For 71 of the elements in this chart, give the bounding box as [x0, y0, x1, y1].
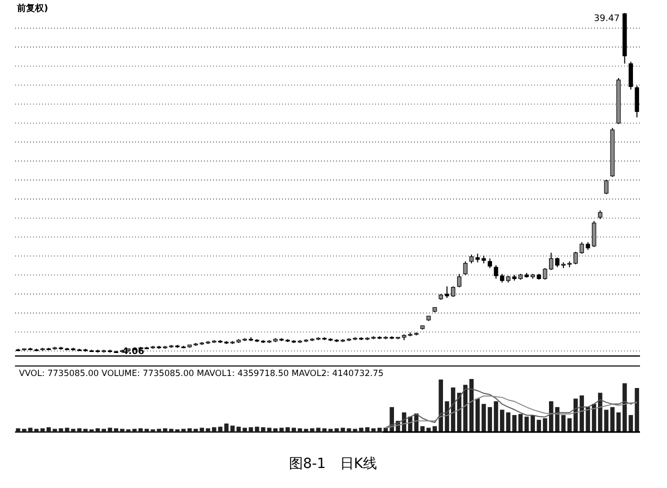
bar	[71, 428, 76, 432]
bar	[524, 416, 529, 432]
bar	[254, 426, 260, 432]
bar	[432, 426, 437, 432]
bar	[218, 426, 222, 432]
bar	[567, 418, 572, 432]
bar	[555, 407, 560, 432]
bar	[224, 424, 229, 432]
bar	[316, 428, 320, 432]
bar	[438, 380, 443, 432]
bar	[120, 428, 124, 432]
bar	[126, 429, 130, 432]
caption: 图8-1 日K线	[288, 456, 378, 472]
bar	[482, 404, 486, 432]
bar	[561, 415, 566, 432]
chart-title: 前复权)	[16, 3, 48, 14]
bar	[518, 414, 523, 432]
bar	[267, 428, 272, 432]
bar	[542, 418, 548, 432]
bar	[610, 407, 615, 432]
bar	[463, 384, 468, 432]
bar	[622, 383, 627, 432]
bar	[236, 426, 241, 432]
bar	[628, 415, 633, 432]
bar	[138, 428, 143, 432]
bar	[175, 429, 180, 432]
bar	[187, 428, 192, 432]
bar	[248, 427, 254, 432]
bar	[549, 401, 554, 432]
bar	[340, 428, 345, 432]
bar	[494, 401, 498, 432]
bar	[212, 427, 216, 432]
bar	[144, 428, 149, 432]
bar	[475, 398, 480, 432]
bar	[512, 415, 517, 432]
bar	[102, 428, 106, 432]
bar	[580, 395, 584, 432]
bar	[200, 428, 204, 432]
bar	[530, 415, 535, 432]
bar	[390, 407, 394, 432]
bar	[194, 428, 198, 432]
bar	[169, 428, 174, 432]
bar	[334, 428, 339, 432]
bar	[292, 428, 296, 432]
bar	[261, 427, 266, 432]
bar	[286, 427, 290, 432]
bar	[150, 429, 156, 432]
bar	[488, 407, 492, 432]
bar	[574, 398, 578, 432]
bar	[230, 426, 235, 432]
bar	[359, 428, 364, 432]
bar	[365, 427, 370, 432]
annotation: 39.47	[594, 14, 620, 24]
bar	[22, 428, 26, 432]
bar	[616, 412, 621, 432]
bar	[604, 410, 608, 432]
bar	[77, 428, 82, 432]
bar	[450, 387, 456, 432]
bar	[310, 428, 314, 432]
bar	[506, 412, 510, 432]
bar	[634, 388, 640, 432]
bar	[28, 428, 32, 432]
bar	[500, 410, 504, 432]
bar	[96, 428, 100, 432]
bar	[162, 428, 168, 432]
bar	[52, 428, 57, 432]
bar	[46, 427, 51, 432]
bar	[457, 392, 462, 432]
chart-title: VVOL: 7735085.00 VOLUME: 7735085.00 MAVOL1: 4359718.50 MAVOL2: 4140732.75	[19, 369, 384, 379]
bar	[242, 428, 247, 432]
bar	[598, 392, 602, 432]
